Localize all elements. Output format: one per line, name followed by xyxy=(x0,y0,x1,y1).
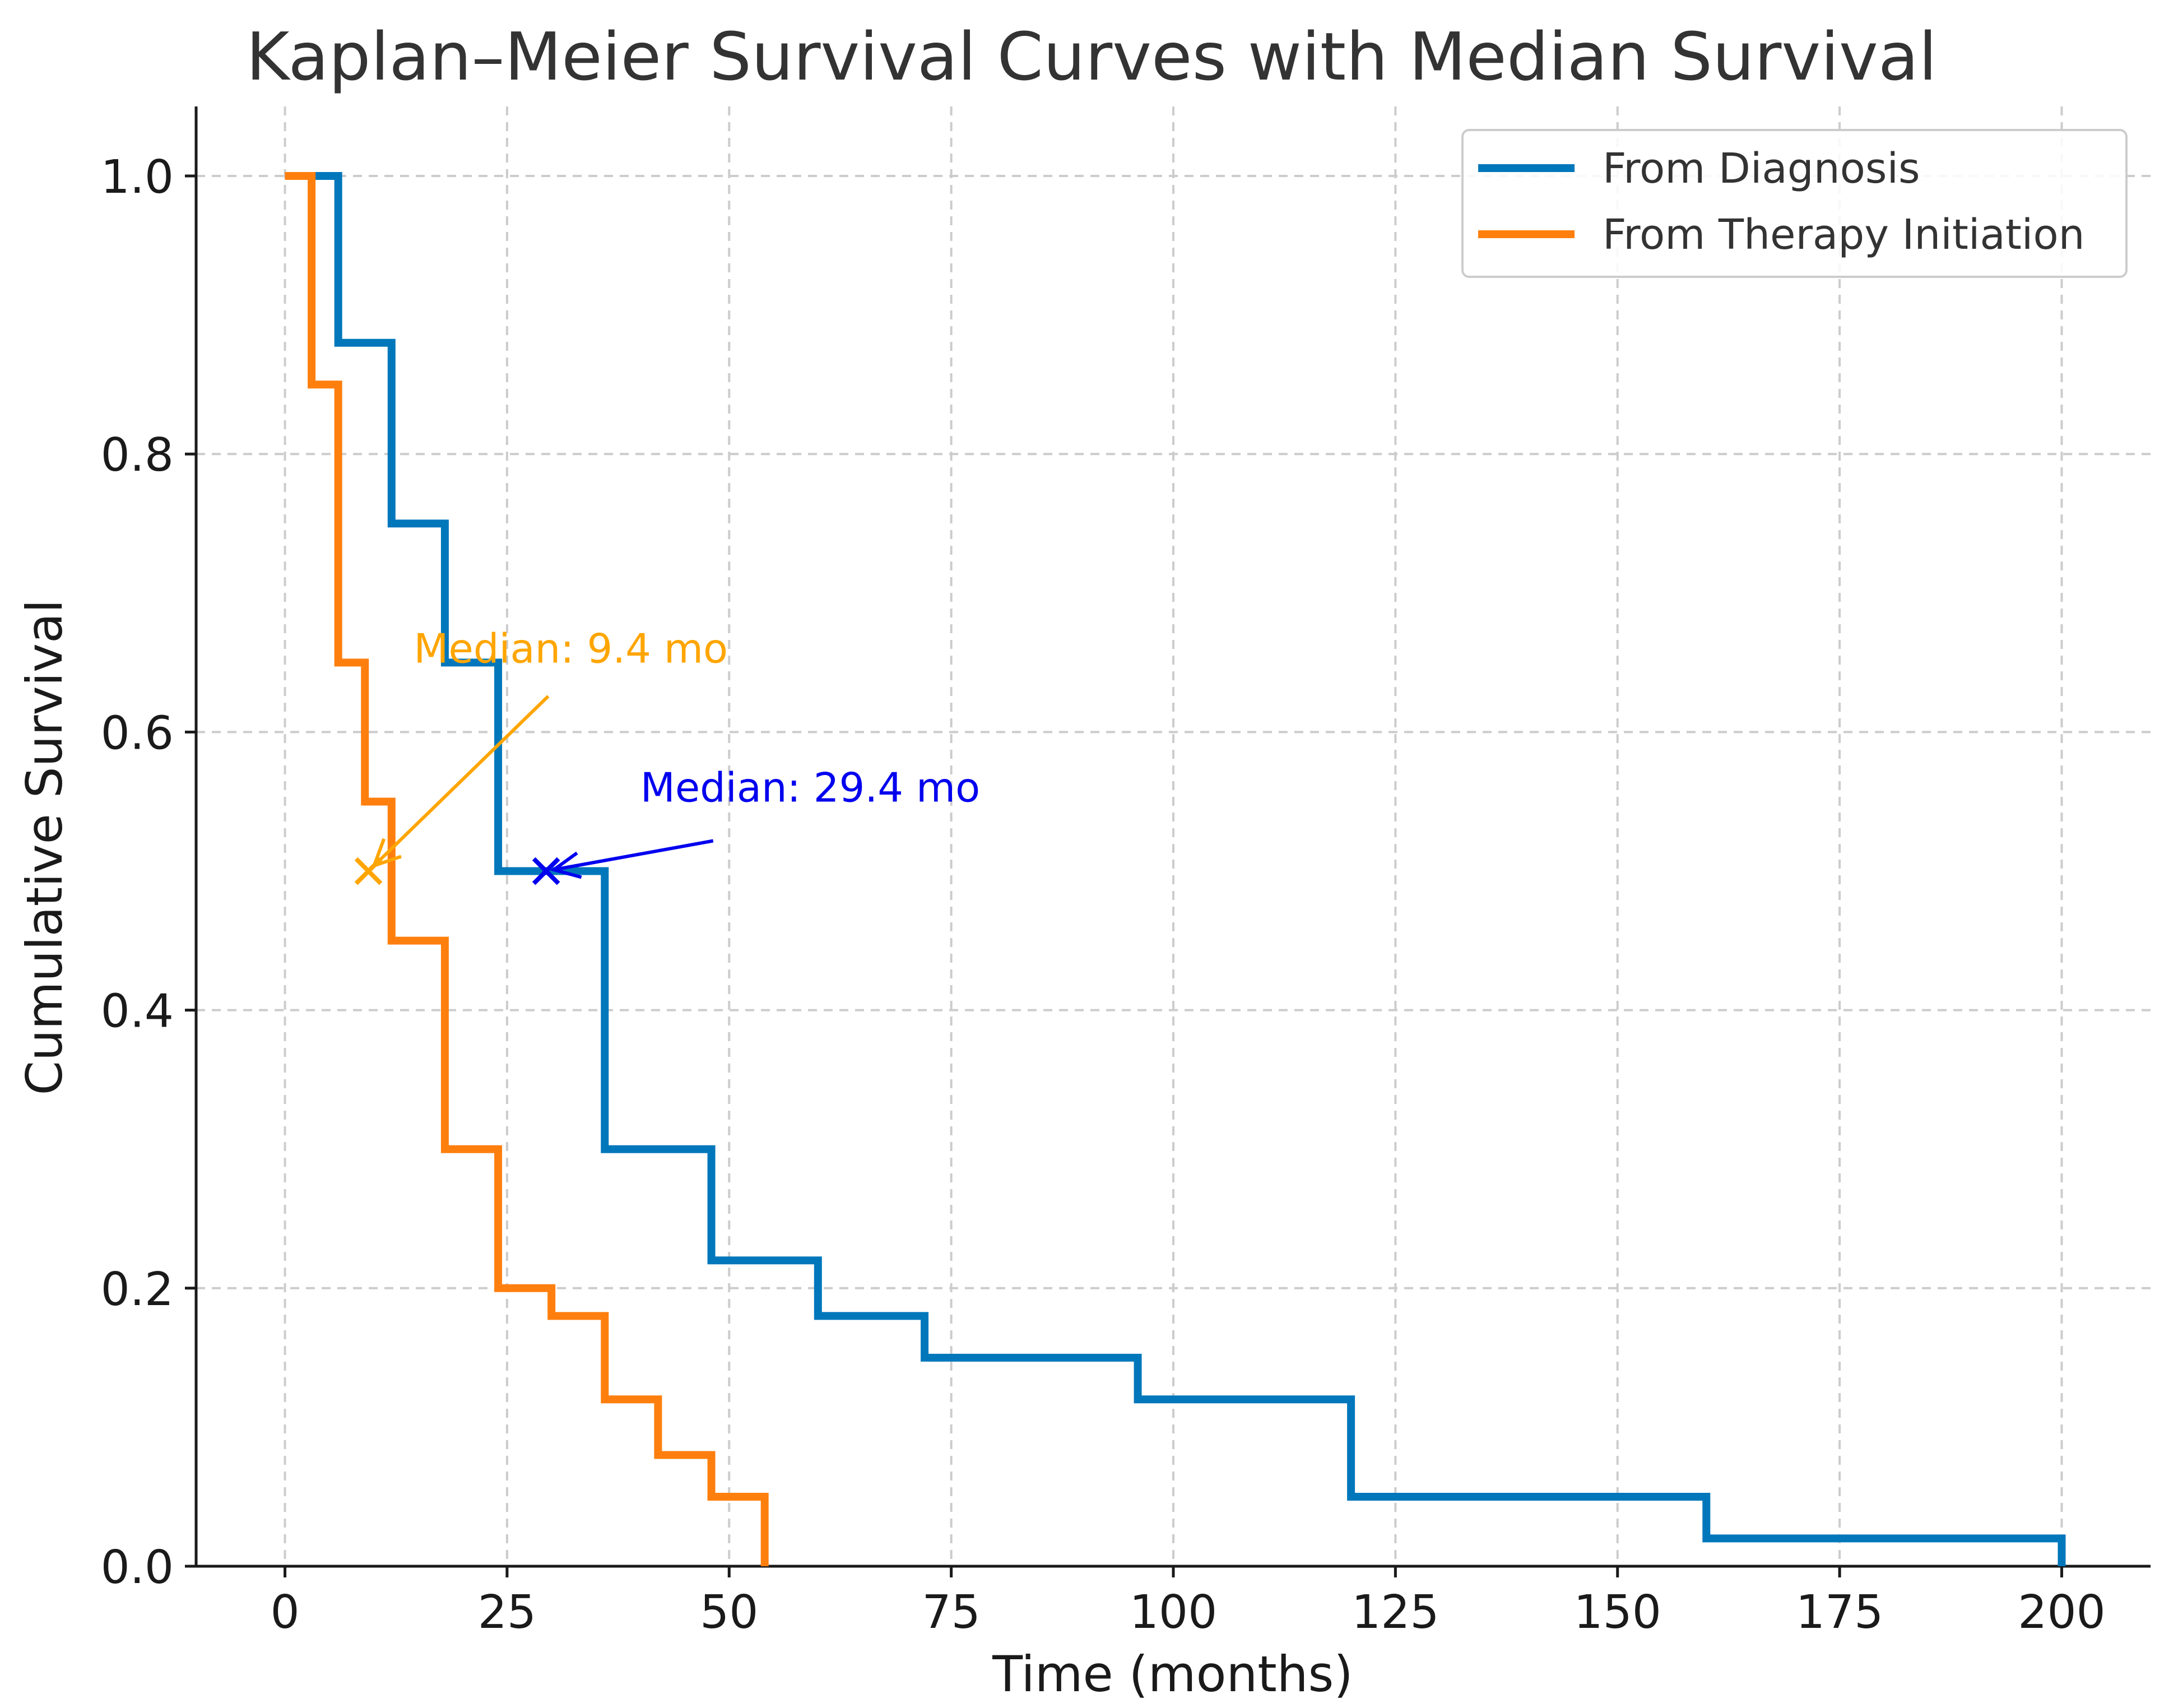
series-line-from-diagnosis xyxy=(285,172,2066,1566)
median-annotation-text: Median: 29.4 mo xyxy=(640,764,980,811)
y-tick-label: 1.0 xyxy=(101,151,174,204)
y-tick-label: 0.2 xyxy=(101,1263,174,1316)
x-axis-label: Time (months) xyxy=(992,1645,1353,1703)
legend-label: From Therapy Initiation xyxy=(1603,211,2085,259)
grid xyxy=(196,106,2151,1567)
x-tick-label: 0 xyxy=(270,1586,299,1639)
y-tick-label: 0.4 xyxy=(101,985,174,1038)
median-arrow xyxy=(371,695,550,869)
x-tick-label: 50 xyxy=(700,1586,758,1639)
y-tick-label: 0.6 xyxy=(101,707,174,760)
annotations: Median: 29.4 mo Median: 9.4 mo xyxy=(354,625,980,885)
y-axis-label: Cumulative Survival xyxy=(16,599,73,1095)
legend-box xyxy=(1461,129,2128,278)
x-tick-label: 25 xyxy=(478,1586,536,1639)
x-tick-label: 75 xyxy=(922,1586,980,1639)
x-tick-label: 175 xyxy=(1796,1586,1884,1639)
x-tick-label: 100 xyxy=(1130,1586,1218,1639)
y-tick-label: 0.8 xyxy=(101,429,174,482)
chart-title: Kaplan–Meier Survival Curves with Median… xyxy=(246,18,1937,95)
series-line-from-therapy-initiation xyxy=(285,172,769,1566)
x-tick-label: 125 xyxy=(1352,1586,1439,1639)
axes: 0 25 50 75 100 125 150 175 200 0.0 0.2 0.4 0.6 0.8 1.0 xyxy=(101,106,2151,1639)
y-tick-label: 0.0 xyxy=(101,1541,174,1594)
x-tick-label: 200 xyxy=(2018,1586,2106,1639)
legend-label: From Diagnosis xyxy=(1603,145,1920,193)
series-lines xyxy=(285,172,2066,1566)
median-arrow xyxy=(550,839,714,879)
median-annotation-text: Median: 9.4 mo xyxy=(414,625,728,672)
x-tick-label: 150 xyxy=(1573,1586,1661,1639)
legend: From Diagnosis From Therapy Initiation xyxy=(1461,129,2128,278)
median-marker xyxy=(532,857,560,885)
